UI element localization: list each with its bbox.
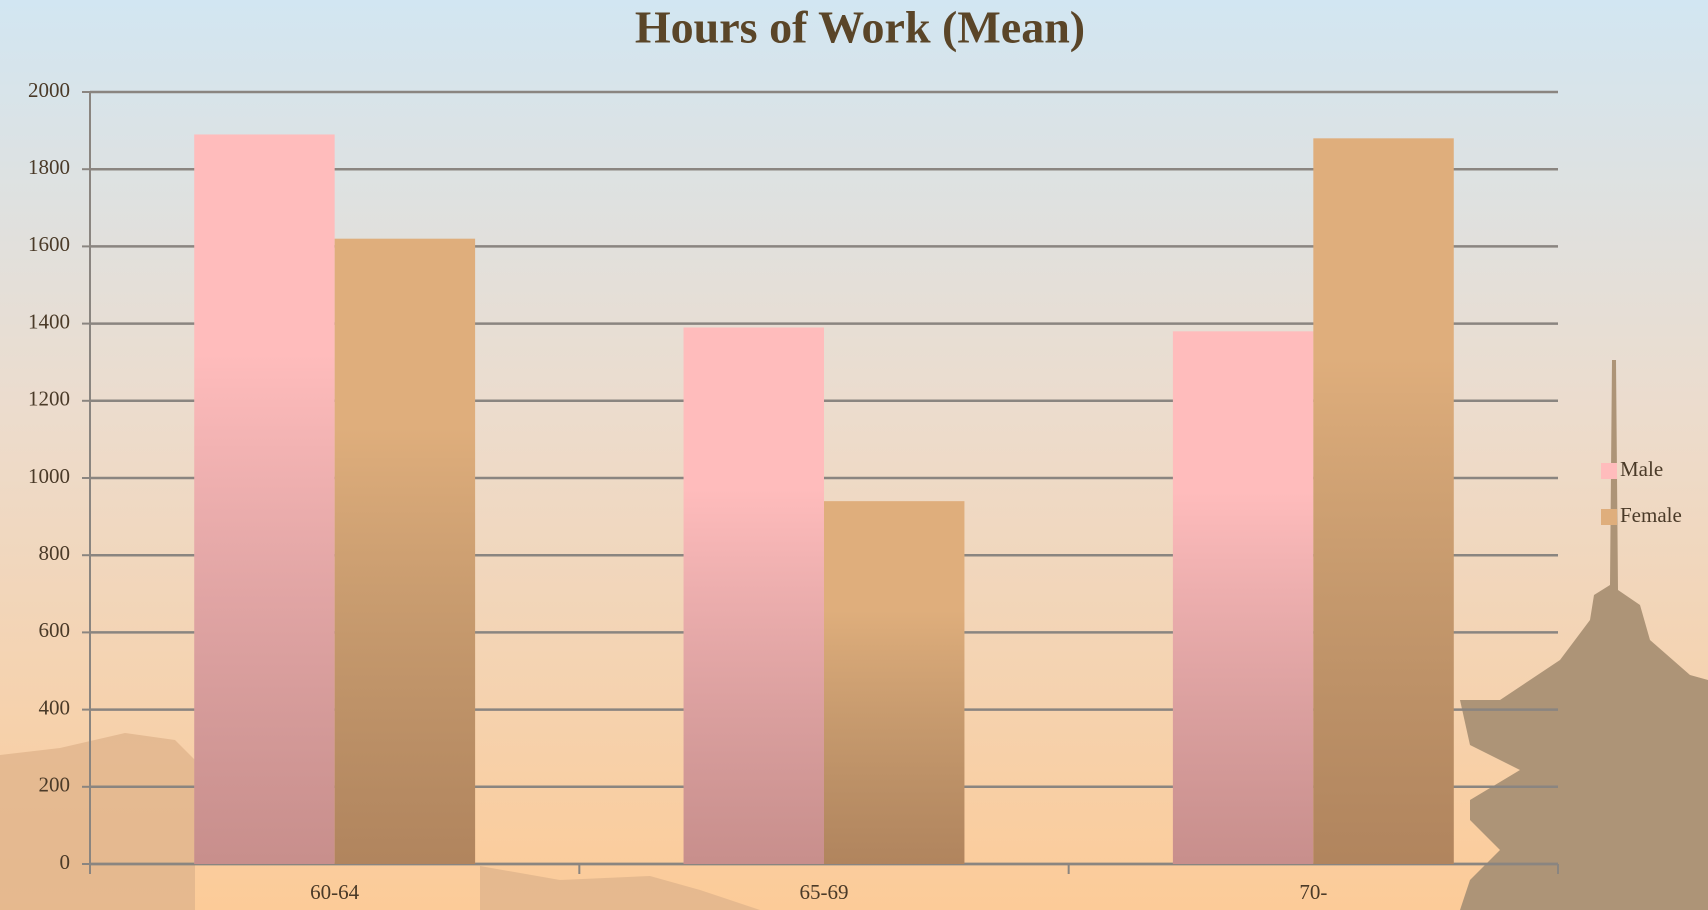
y-tick-label: 2000 bbox=[28, 78, 70, 102]
y-tick-label: 1000 bbox=[28, 464, 70, 488]
y-tick-label: 1600 bbox=[28, 232, 70, 256]
y-tick-label: 400 bbox=[39, 695, 71, 719]
bar bbox=[683, 327, 824, 865]
x-tick-label: 60-64 bbox=[310, 880, 359, 904]
legend-swatch bbox=[1601, 463, 1617, 479]
pagoda bbox=[1460, 360, 1708, 910]
bar bbox=[194, 134, 335, 864]
y-tick-label: 1800 bbox=[28, 155, 70, 179]
bar bbox=[1172, 331, 1314, 864]
bar bbox=[334, 238, 476, 864]
y-tick-label: 200 bbox=[39, 773, 71, 797]
legend-swatch bbox=[1601, 509, 1617, 525]
mountains bbox=[0, 733, 760, 910]
y-tick-label: 0 bbox=[60, 850, 71, 874]
legend-label: Female bbox=[1620, 503, 1682, 527]
bar bbox=[824, 501, 965, 864]
x-tick-label: 65-69 bbox=[800, 880, 849, 904]
chart-title: Hours of Work (Mean) bbox=[635, 2, 1085, 53]
y-tick-label: 1400 bbox=[28, 309, 70, 333]
legend-label: Male bbox=[1620, 457, 1663, 481]
y-tick-label: 800 bbox=[39, 541, 71, 565]
bar bbox=[1313, 138, 1454, 864]
y-tick-label: 1200 bbox=[28, 387, 70, 411]
x-tick-label: 70- bbox=[1299, 880, 1327, 904]
y-tick-label: 600 bbox=[39, 618, 71, 642]
